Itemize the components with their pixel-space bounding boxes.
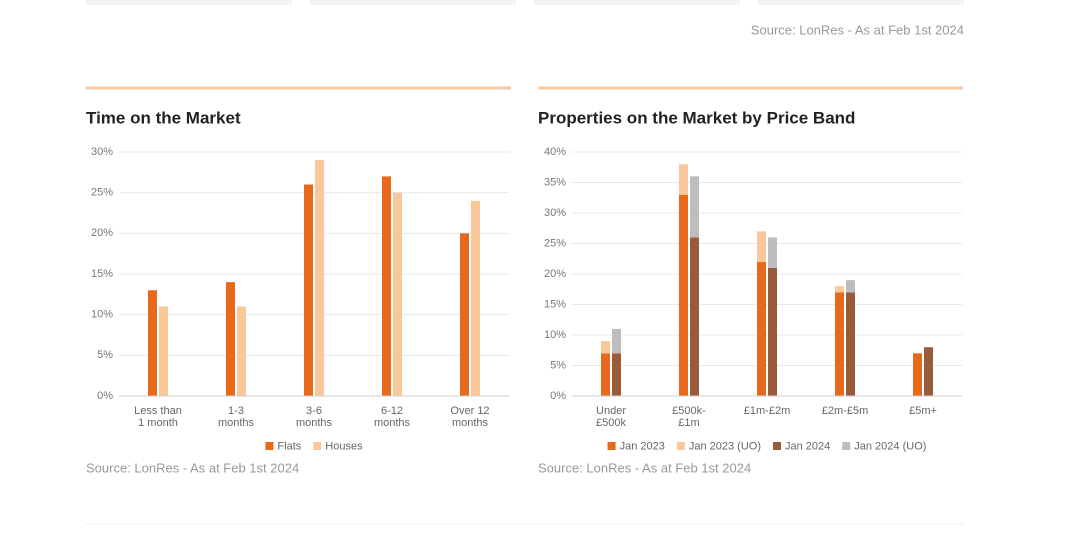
bar-segment: [690, 237, 699, 396]
y-tick-label: 25%: [91, 187, 113, 199]
bar: [237, 306, 246, 396]
chart-title: Time on the Market: [86, 108, 241, 127]
bar-segment: [601, 353, 610, 396]
legend-swatch: [313, 442, 322, 450]
y-tick-label: 35%: [544, 176, 566, 188]
y-tick-label: 15%: [544, 298, 566, 310]
bar-segment: [913, 353, 922, 396]
bar-segment: [612, 328, 621, 354]
bar: [148, 290, 157, 396]
legend-label: Houses: [325, 440, 363, 452]
legend-swatch: [842, 442, 851, 450]
y-tick-label: 10%: [91, 309, 113, 321]
bar-segment: [846, 280, 855, 293]
bar: [159, 306, 168, 396]
card: [534, 0, 740, 5]
y-tick-label: 20%: [91, 227, 113, 239]
bar-segment: [601, 341, 610, 354]
legend-swatch: [265, 442, 274, 450]
y-tick-label: 40%: [544, 146, 566, 158]
source: Source: LonRes - As at Feb 1st 2024: [86, 460, 299, 475]
card: [310, 0, 516, 5]
bar: [304, 184, 313, 396]
x-tick-label: £500k-£1m: [672, 405, 706, 429]
chart-title: Properties on the Market by Price Band: [538, 108, 855, 127]
bar-segment: [612, 353, 621, 396]
bar-segment: [846, 292, 855, 396]
legend-label: Jan 2023: [620, 440, 665, 452]
x-tick-label: £2m-£5m: [821, 405, 869, 417]
legend-label: Jan 2023 (UO): [689, 440, 761, 452]
legend-label: Jan 2024 (UO): [854, 440, 926, 452]
legend-swatch: [773, 442, 781, 450]
bar-segment: [924, 347, 933, 396]
x-tick-label: £5m+: [909, 405, 937, 417]
bar-segment: [768, 267, 777, 396]
legend-swatch: [607, 442, 616, 450]
x-tick-label: Over 12 months: [450, 405, 490, 429]
legend-swatch: [676, 442, 685, 450]
y-tick-label: 10%: [544, 329, 566, 341]
x-tick-label: £1m-£2m: [743, 405, 791, 417]
bar-segment: [768, 237, 777, 268]
legend-label: Flats: [277, 440, 301, 452]
bar: [382, 176, 391, 396]
y-tick-label: 5%: [550, 359, 566, 371]
bar: [460, 233, 469, 396]
x-tick-label: 1-3 months: [217, 405, 255, 429]
bar: [471, 200, 480, 396]
legend-label: Jan 2024: [785, 440, 830, 452]
card: [86, 0, 292, 5]
bar: [315, 160, 324, 396]
y-tick-label: 5%: [97, 349, 113, 361]
bar-segment: [757, 261, 766, 396]
bar: [393, 192, 402, 396]
y-tick-label: 20%: [544, 268, 566, 280]
bar-segment: [757, 231, 766, 262]
y-tick-label: 15%: [91, 268, 113, 280]
source: Source: LonRes - As at Feb 1st 2024: [751, 22, 964, 37]
bar-segment: [690, 176, 699, 238]
y-tick-label: 25%: [544, 237, 566, 249]
y-tick-label: 30%: [91, 146, 113, 158]
x-tick-label: Under £500k: [596, 405, 626, 429]
bar: [226, 282, 235, 396]
bar-segment: [679, 164, 688, 195]
bar-segment: [835, 286, 844, 293]
card: [758, 0, 964, 5]
y-tick-label: 0%: [550, 390, 566, 402]
bar-segment: [679, 194, 688, 396]
source: Source: LonRes - As at Feb 1st 2024: [538, 460, 751, 475]
x-tick-label: 3-6 months: [295, 405, 333, 429]
y-tick-label: 0%: [97, 390, 113, 402]
x-tick-label: 6-12 months: [373, 405, 411, 429]
bar-segment: [835, 292, 844, 396]
x-tick-label: Less than 1 month: [134, 405, 182, 429]
y-tick-label: 30%: [544, 207, 566, 219]
